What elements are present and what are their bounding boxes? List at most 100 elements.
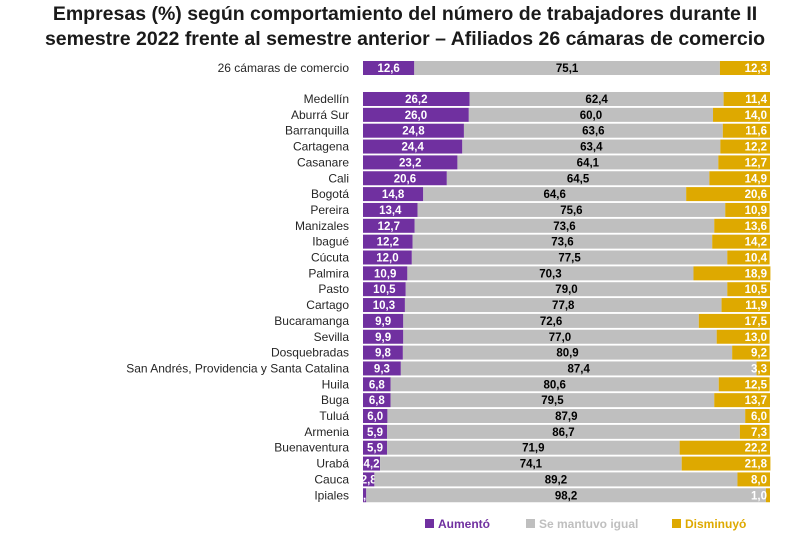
data-label-aumento: 13,4 bbox=[379, 205, 402, 217]
data-label-se-mantuvo-igual: 63,6 bbox=[582, 126, 604, 138]
data-label-aumento: 9,9 bbox=[375, 316, 391, 328]
bar-segment-se-mantuvo-igual bbox=[469, 92, 724, 106]
data-label-disminuyo: 17,5 bbox=[745, 316, 768, 328]
data-label-disminuyo: 22,2 bbox=[745, 443, 767, 455]
data-label-disminuyo: 11,9 bbox=[745, 300, 767, 312]
bar-segment-aumento bbox=[363, 187, 424, 202]
bar-segment-se-mantuvo-igual bbox=[411, 250, 728, 265]
data-label-aumento: 20,6 bbox=[394, 173, 416, 185]
bar-segment-disminuyo bbox=[686, 187, 770, 202]
bar-segment-aumento bbox=[363, 377, 391, 392]
data-label-disminuyo: 12,3 bbox=[745, 63, 767, 75]
bar-row-armenia: Armenia 5,9 86,7 7,3 bbox=[304, 424, 770, 439]
bar-row-pereira: Pereira 13,4 75,6 10,9 bbox=[310, 202, 770, 217]
bar-row-uraba: Urabá 4,2 74,1 21,8 bbox=[316, 456, 771, 471]
bar-segment-aumento bbox=[363, 313, 404, 328]
data-label-se-mantuvo-igual: 98,2 bbox=[555, 490, 577, 502]
bar-row-buenaventura: Buenaventura 5,9 71,9 22,2 bbox=[274, 440, 770, 455]
bar-segment-aumento bbox=[363, 345, 403, 360]
bar-segment-disminuyo bbox=[681, 456, 771, 471]
data-label-se-mantuvo-igual: 80,6 bbox=[544, 379, 566, 391]
bar-segment-se-mantuvo-igual bbox=[404, 298, 722, 313]
data-label-aumento: 10,5 bbox=[373, 284, 396, 296]
bar-segment-se-mantuvo-igual bbox=[417, 202, 726, 217]
bar-row-manizales: Manizales 12,7 73,6 13,6 bbox=[295, 218, 770, 233]
data-label-se-mantuvo-igual: 77,8 bbox=[552, 300, 575, 312]
category-label: 26 cámaras de comercio bbox=[218, 61, 350, 75]
bar-segment-disminuyo bbox=[718, 155, 770, 170]
data-label-aumento: 4,2 bbox=[364, 459, 380, 471]
bar-row-aburra-sur: Aburrá Sur 26,0 60,0 14,0 bbox=[291, 107, 770, 122]
data-label-se-mantuvo-igual: 77,0 bbox=[549, 332, 571, 344]
data-label-disminuyo: 13,7 bbox=[745, 395, 767, 407]
data-label-aumento: 5,9 bbox=[367, 443, 383, 455]
bar-segment-disminuyo bbox=[723, 92, 770, 106]
bar-segment-aumento bbox=[363, 456, 381, 471]
data-label-aumento: 9,8 bbox=[375, 348, 392, 360]
category-label: Cartago bbox=[306, 298, 349, 312]
data-label-aumento: 24,4 bbox=[401, 142, 424, 154]
bar-segment-aumento bbox=[363, 202, 418, 217]
bar-row-buga: Buga 6,8 79,5 13,7 bbox=[321, 393, 770, 408]
category-label: Ibagué bbox=[312, 235, 349, 249]
data-label-aumento: 12,7 bbox=[378, 221, 400, 233]
bar-segment-disminuyo bbox=[720, 139, 770, 154]
data-label-disminuyo: 9,2 bbox=[751, 348, 767, 360]
bar-segment-se-mantuvo-igual bbox=[402, 345, 733, 360]
bar-segment-aumento bbox=[363, 139, 463, 154]
data-label-disminuyo: 3,3 bbox=[751, 363, 767, 375]
data-label-aumento: 26,2 bbox=[405, 94, 427, 106]
category-label: Bucaramanga bbox=[274, 314, 349, 328]
category-label: Barranquilla bbox=[285, 124, 349, 138]
bar-segment-aumento bbox=[363, 440, 388, 455]
bar-segment-aumento bbox=[363, 250, 412, 265]
category-label: Buenaventura bbox=[274, 441, 349, 455]
data-label-se-mantuvo-igual: 71,9 bbox=[522, 443, 544, 455]
bar-segment-disminuyo bbox=[737, 472, 770, 487]
bar-segment-disminuyo bbox=[714, 218, 770, 233]
bar-segment-disminuyo bbox=[714, 393, 770, 408]
bar-row-casanare: Casanare 23,2 64,1 12,7 bbox=[297, 155, 770, 170]
bar-segment-aumento bbox=[363, 234, 413, 249]
bar-row-huila: Huila 6,8 80,6 12,5 bbox=[322, 377, 770, 392]
bar-segment-aumento bbox=[363, 123, 464, 138]
data-label-disminuyo: 12,2 bbox=[745, 142, 767, 154]
data-label-se-mantuvo-igual: 89,2 bbox=[545, 474, 567, 486]
bar-row-barranquilla: Barranquilla 24,8 63,6 11,6 bbox=[285, 123, 770, 138]
bar-segment-se-mantuvo-igual bbox=[390, 377, 719, 392]
bar-segment-se-mantuvo-igual bbox=[407, 266, 694, 281]
data-label-disminuyo: 6,0 bbox=[751, 411, 767, 423]
data-label-se-mantuvo-igual: 74,1 bbox=[520, 459, 543, 471]
data-label-disminuyo: 7,3 bbox=[751, 427, 767, 439]
bar-segment-se-mantuvo-igual bbox=[366, 488, 766, 503]
data-label-se-mantuvo-igual: 80,9 bbox=[556, 348, 578, 360]
data-label-disminuyo: 13,6 bbox=[745, 221, 767, 233]
category-label: Bogotá bbox=[311, 187, 349, 201]
bar-segment-aumento bbox=[363, 329, 404, 344]
data-label-disminuyo: 20,6 bbox=[745, 189, 767, 201]
data-label-se-mantuvo-igual: 60,0 bbox=[580, 110, 602, 122]
bar-segment-disminuyo bbox=[713, 107, 770, 122]
bar-segment-aumento bbox=[363, 266, 408, 281]
category-label: Aburrá Sur bbox=[291, 108, 349, 122]
data-label-aumento: 12,0 bbox=[376, 253, 398, 265]
bar-row-sevilla: Sevilla 9,9 77,0 13,0 bbox=[314, 329, 770, 344]
data-label-se-mantuvo-igual: 87,4 bbox=[568, 363, 591, 375]
data-label-se-mantuvo-igual: 86,7 bbox=[552, 427, 574, 439]
bar-row-san-andres-providencia-y-santa-catalina: San Andrés, Providencia y Santa Catalina… bbox=[126, 361, 770, 376]
bar-segment-aumento bbox=[363, 107, 469, 122]
category-label: Buga bbox=[321, 393, 349, 407]
bar-row-pasto: Pasto 10,5 79,0 10,5 bbox=[318, 282, 770, 297]
data-label-aumento: 2,8 bbox=[361, 474, 378, 486]
data-label-aumento: 9,3 bbox=[374, 363, 390, 375]
bar-segment-aumento bbox=[363, 472, 375, 487]
bar-row-cucuta: Cúcuta 12,0 77,5 10,4 bbox=[311, 250, 770, 265]
bar-segment-se-mantuvo-igual bbox=[380, 456, 682, 471]
data-label-aumento: 10,3 bbox=[373, 300, 395, 312]
bar-segment-se-mantuvo-igual bbox=[374, 472, 738, 487]
bar-segment-se-mantuvo-igual bbox=[423, 187, 687, 202]
data-label-disminuyo: 14,2 bbox=[745, 237, 767, 249]
bar-segment-se-mantuvo-igual bbox=[463, 123, 723, 138]
bar-segment-se-mantuvo-igual bbox=[405, 282, 728, 297]
